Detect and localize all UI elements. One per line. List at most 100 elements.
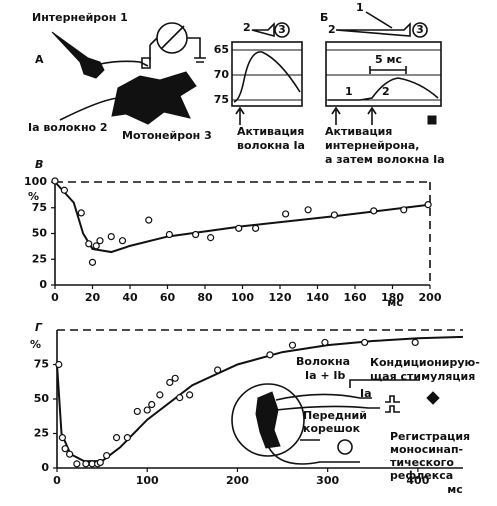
data-point: [288, 341, 297, 349]
data-point: [176, 394, 184, 402]
data-point: [66, 450, 74, 458]
inset: Волокна Ia + Ib Ia Передний корешок Конд…: [231, 355, 480, 482]
label: Мотонейрон 3: [122, 129, 212, 142]
data-point: [96, 237, 104, 245]
x-tick-label: 140: [306, 291, 329, 304]
chart-title: Г: [35, 321, 43, 334]
cell-number: 3: [278, 23, 286, 36]
x-tick-label: 0: [53, 474, 61, 487]
stim-arrows: [331, 106, 377, 125]
stimuli: [385, 395, 400, 413]
data-point: [171, 374, 179, 382]
x-tick-label: 400: [406, 474, 429, 487]
x-label: мс: [387, 296, 403, 309]
data-point: [96, 458, 104, 467]
caption: Активация: [237, 125, 304, 138]
synapse: [251, 22, 275, 38]
data-point: [112, 434, 121, 442]
y-tick-label: 100: [24, 175, 47, 188]
trace-frame: [231, 41, 303, 107]
data-point: [252, 224, 260, 232]
data-point: [186, 391, 194, 399]
data-point: [282, 210, 290, 218]
data-point: [424, 201, 432, 209]
data-point: [145, 216, 153, 224]
y-tick-label: 75: [34, 358, 49, 371]
chart-title: В: [35, 158, 43, 171]
data-point: [166, 378, 174, 387]
label: Регистрация: [390, 430, 470, 443]
cell-marker: [274, 22, 290, 38]
y-tick-label: 50: [34, 392, 50, 405]
electrode: [149, 25, 206, 63]
data-point: [192, 230, 200, 239]
stim: 1: [345, 85, 353, 98]
x-tick-label: 40: [122, 291, 138, 304]
epsp-trace: [233, 51, 301, 103]
label: Кондиционирую-: [370, 356, 480, 369]
epsp-trace: [328, 77, 439, 101]
data-point: [148, 400, 156, 409]
motoneuron: [111, 71, 197, 125]
y-tick-label: 75: [214, 93, 229, 106]
y-tick-label: 0: [39, 278, 47, 291]
x-tick-label: 100: [231, 291, 254, 304]
label: Передний: [303, 409, 367, 422]
data-point: [165, 230, 173, 239]
data-point: [123, 434, 131, 442]
data-point: [61, 445, 69, 453]
data-point: [235, 224, 243, 232]
data-point: [266, 351, 274, 359]
y-tick-label: 0: [41, 461, 49, 474]
pathway: 1: [356, 1, 364, 14]
data-point: [73, 460, 81, 468]
panel-letter: Б: [320, 11, 328, 24]
data-point: [58, 434, 67, 442]
label: моносинап-: [390, 443, 463, 456]
interval-bar: [369, 66, 407, 74]
data-point: [103, 451, 111, 460]
data-point: [330, 211, 338, 219]
cord-section: [231, 383, 305, 457]
x-tick-label: 20: [85, 291, 101, 304]
interval: 5 мс: [375, 53, 402, 66]
motoneurons: [255, 391, 281, 449]
data-point: [207, 234, 215, 242]
stim-icon: [426, 391, 440, 405]
data-point: [370, 207, 378, 215]
data-point: [55, 360, 63, 369]
x-tick-label: 60: [160, 291, 176, 304]
data-point: [107, 232, 115, 241]
y-tick-label: 25: [32, 252, 47, 265]
y-tick-label: 25: [34, 427, 49, 440]
x-tick-label: 160: [344, 291, 367, 304]
trace-b: Б 2 1 3 5 мс 1 2 Активация интернейрона,…: [320, 1, 445, 166]
trace-frame: [325, 41, 442, 107]
data-point: [213, 366, 222, 374]
data-point: [143, 406, 151, 414]
fiber: [59, 97, 119, 121]
fibers: [267, 379, 420, 465]
label: корешок: [303, 422, 361, 435]
y-label: %: [28, 190, 39, 203]
y-tick-label: 65: [214, 43, 229, 56]
caption: волокна Ia: [237, 139, 305, 152]
data-point: [400, 206, 408, 214]
cell-number: 3: [416, 23, 424, 36]
data-point: [156, 391, 164, 399]
data-point: [411, 338, 419, 347]
data-point: [92, 242, 100, 250]
label: Интернейрон 1: [32, 11, 128, 24]
x-tick-label: 80: [197, 291, 213, 304]
trace-a: 2 3 Активация волокна Ia: [231, 21, 305, 152]
x-tick-label: 300: [316, 474, 339, 487]
data-point: [51, 177, 59, 185]
label: Ia + Ib: [305, 369, 345, 382]
stim-arrow: [235, 106, 245, 125]
data-point: [82, 460, 90, 468]
chart: В 0 25 50 75 100% 0 20 40 60 80 100 120 140 160 180 200 м…: [24, 158, 442, 309]
x-tick-label: 200: [419, 291, 442, 304]
data-point: [88, 258, 97, 266]
panel-letter: А: [35, 53, 44, 66]
